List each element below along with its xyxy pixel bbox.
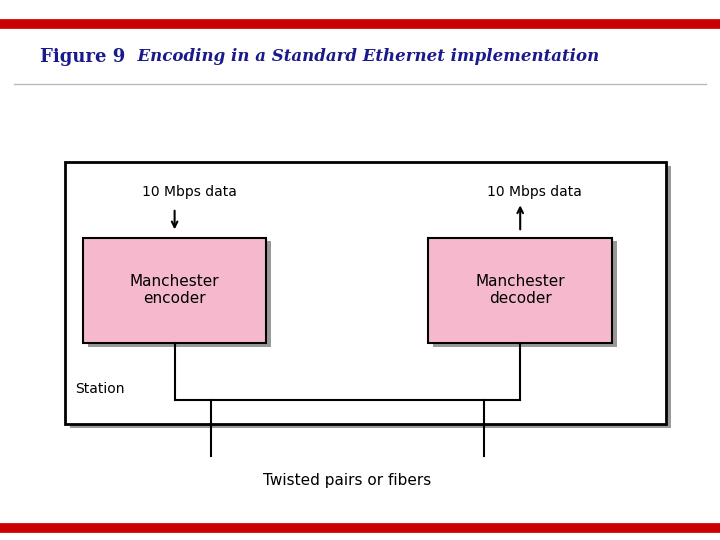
Bar [83, 238, 266, 343]
Text: 10 Mbps data: 10 Mbps data [142, 185, 236, 199]
Text: Manchester
encoder: Manchester encoder [130, 274, 220, 306]
Text: 10 Mbps data: 10 Mbps data [487, 185, 582, 199]
Bar [65, 162, 666, 424]
Text: Figure 9: Figure 9 [40, 48, 125, 66]
Bar [433, 241, 617, 347]
Text: Twisted pairs or fibers: Twisted pairs or fibers [264, 473, 431, 488]
Text: Encoding in a Standard Ethernet implementation: Encoding in a Standard Ethernet implemen… [126, 48, 599, 65]
Text: Manchester
decoder: Manchester decoder [475, 274, 565, 306]
Bar [70, 166, 671, 428]
Bar [428, 238, 612, 343]
Text: Station: Station [76, 382, 125, 396]
Bar [88, 241, 271, 347]
